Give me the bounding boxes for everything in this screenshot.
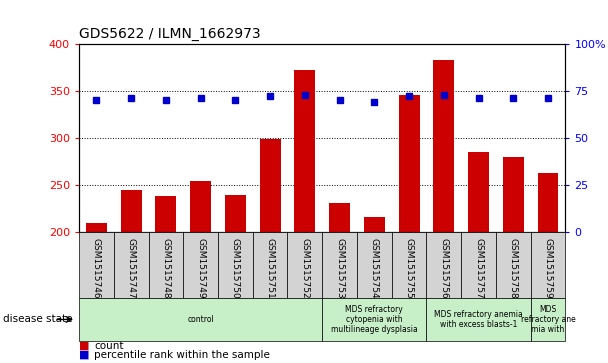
Text: MDS
refractory ane
mia with: MDS refractory ane mia with [520,305,575,334]
Text: MDS refractory anemia
with excess blasts-1: MDS refractory anemia with excess blasts… [434,310,523,329]
Bar [156,196,176,232]
Text: GSM1515757: GSM1515757 [474,237,483,298]
Text: GSM1515750: GSM1515750 [231,237,240,298]
FancyBboxPatch shape [288,232,322,298]
Text: GSM1515749: GSM1515749 [196,237,205,298]
Text: GSM1515747: GSM1515747 [126,237,136,298]
FancyBboxPatch shape [461,232,496,298]
FancyBboxPatch shape [79,232,114,298]
Text: GSM1515756: GSM1515756 [440,237,448,298]
Text: GSM1515752: GSM1515752 [300,237,309,298]
Text: GSM1515753: GSM1515753 [335,237,344,298]
Text: ■: ■ [79,340,89,350]
Bar [190,182,211,232]
Text: count: count [94,341,124,351]
Bar [468,152,489,232]
FancyBboxPatch shape [114,232,148,298]
Text: disease state: disease state [3,314,72,325]
Bar [364,217,385,232]
Text: GSM1515751: GSM1515751 [266,237,275,298]
Text: GSM1515755: GSM1515755 [404,237,413,298]
FancyBboxPatch shape [322,232,357,298]
FancyBboxPatch shape [322,298,426,341]
Bar [86,223,107,232]
Bar [294,70,316,232]
Bar [329,203,350,232]
FancyBboxPatch shape [531,298,565,341]
Text: ■: ■ [79,349,89,359]
FancyBboxPatch shape [148,232,183,298]
Text: percentile rank within the sample: percentile rank within the sample [94,350,270,360]
Text: GSM1515759: GSM1515759 [544,237,553,298]
FancyBboxPatch shape [357,232,392,298]
Bar [537,173,559,232]
FancyBboxPatch shape [426,298,531,341]
Text: GSM1515748: GSM1515748 [161,237,170,298]
Text: MDS refractory
cytopenia with
multilineage dysplasia: MDS refractory cytopenia with multilinea… [331,305,418,334]
FancyBboxPatch shape [426,232,461,298]
Bar [260,139,280,232]
Text: control: control [187,315,214,324]
FancyBboxPatch shape [531,232,565,298]
FancyBboxPatch shape [496,232,531,298]
FancyBboxPatch shape [183,232,218,298]
FancyBboxPatch shape [79,298,322,341]
Text: GSM1515754: GSM1515754 [370,237,379,298]
FancyBboxPatch shape [253,232,288,298]
Bar [434,60,454,232]
Bar [399,94,420,232]
Bar [225,195,246,232]
Text: GSM1515746: GSM1515746 [92,237,101,298]
Bar [121,190,142,232]
FancyBboxPatch shape [218,232,253,298]
FancyBboxPatch shape [392,232,426,298]
Bar [503,157,523,232]
Text: GSM1515758: GSM1515758 [509,237,518,298]
Text: GDS5622 / ILMN_1662973: GDS5622 / ILMN_1662973 [79,27,261,41]
